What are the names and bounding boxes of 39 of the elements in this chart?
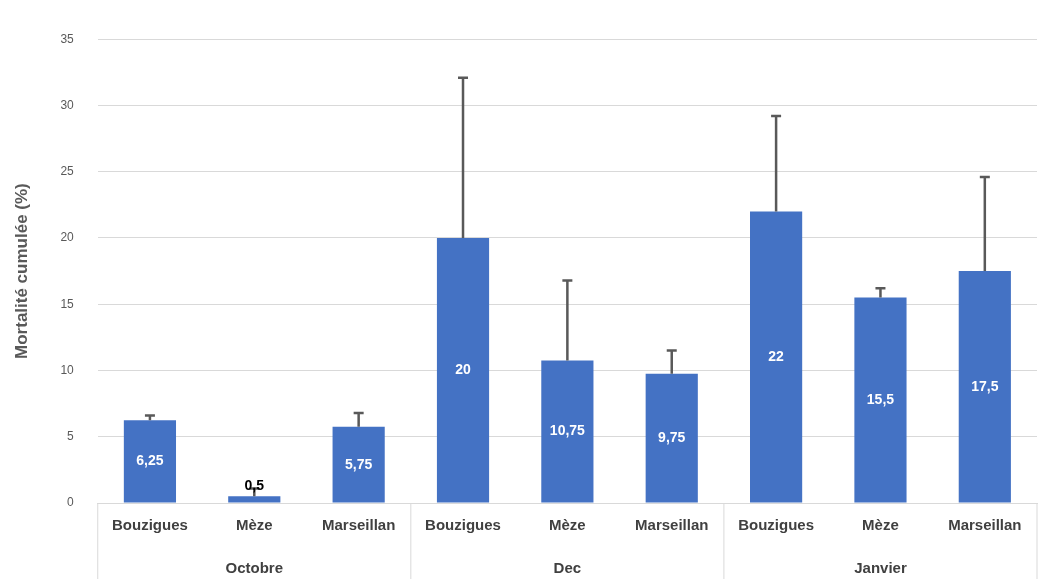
data-label: 15,5	[866, 390, 895, 407]
text: Octobre	[225, 559, 284, 576]
x-tick-label: Marseillan	[321, 516, 396, 534]
x-tick-label: Mèze	[235, 516, 273, 534]
x-tick-label: Mèze	[862, 516, 899, 534]
bar	[123, 420, 177, 503]
data-label: 10,75	[549, 422, 586, 439]
y-tick-label: 0	[67, 495, 75, 510]
y-axis-title: Mortalité cumulée (%)	[11, 183, 31, 359]
x-tick-label: Bouzigues	[425, 516, 501, 534]
bar	[854, 297, 907, 503]
data-label: 20	[455, 361, 472, 378]
data-label: 22	[768, 347, 785, 364]
y-tick-label: 10	[60, 362, 75, 377]
x-tick-label: Bouzigues	[738, 516, 815, 534]
data-label: 5,75	[345, 455, 373, 472]
bar	[436, 237, 490, 503]
data-label: 6,25	[136, 452, 164, 469]
bar	[541, 360, 594, 503]
bar	[228, 496, 281, 503]
y-tick-label: 20	[60, 230, 75, 245]
bar	[958, 271, 1011, 503]
bar	[332, 426, 385, 503]
x-tick-label: Marseillan	[635, 516, 709, 534]
data-label: 0,5	[244, 477, 265, 494]
y-tick-label: 5	[67, 429, 75, 444]
x-tick-label: Marseillan	[948, 516, 1022, 534]
text: Dec	[553, 559, 582, 576]
y-tick-label: 25	[60, 164, 75, 179]
y-tick-label: 30	[60, 97, 75, 112]
data-label: 9,75	[658, 429, 686, 446]
text: Janvier	[854, 559, 907, 576]
bar	[750, 211, 803, 503]
data-label: 17,5	[971, 377, 999, 394]
x-tick-label: Bouzigues	[112, 516, 188, 534]
bar	[645, 373, 698, 503]
y-tick-label: 35	[60, 31, 75, 46]
x-tick-label: Mèze	[549, 516, 586, 534]
y-tick-label: 15	[60, 296, 75, 311]
